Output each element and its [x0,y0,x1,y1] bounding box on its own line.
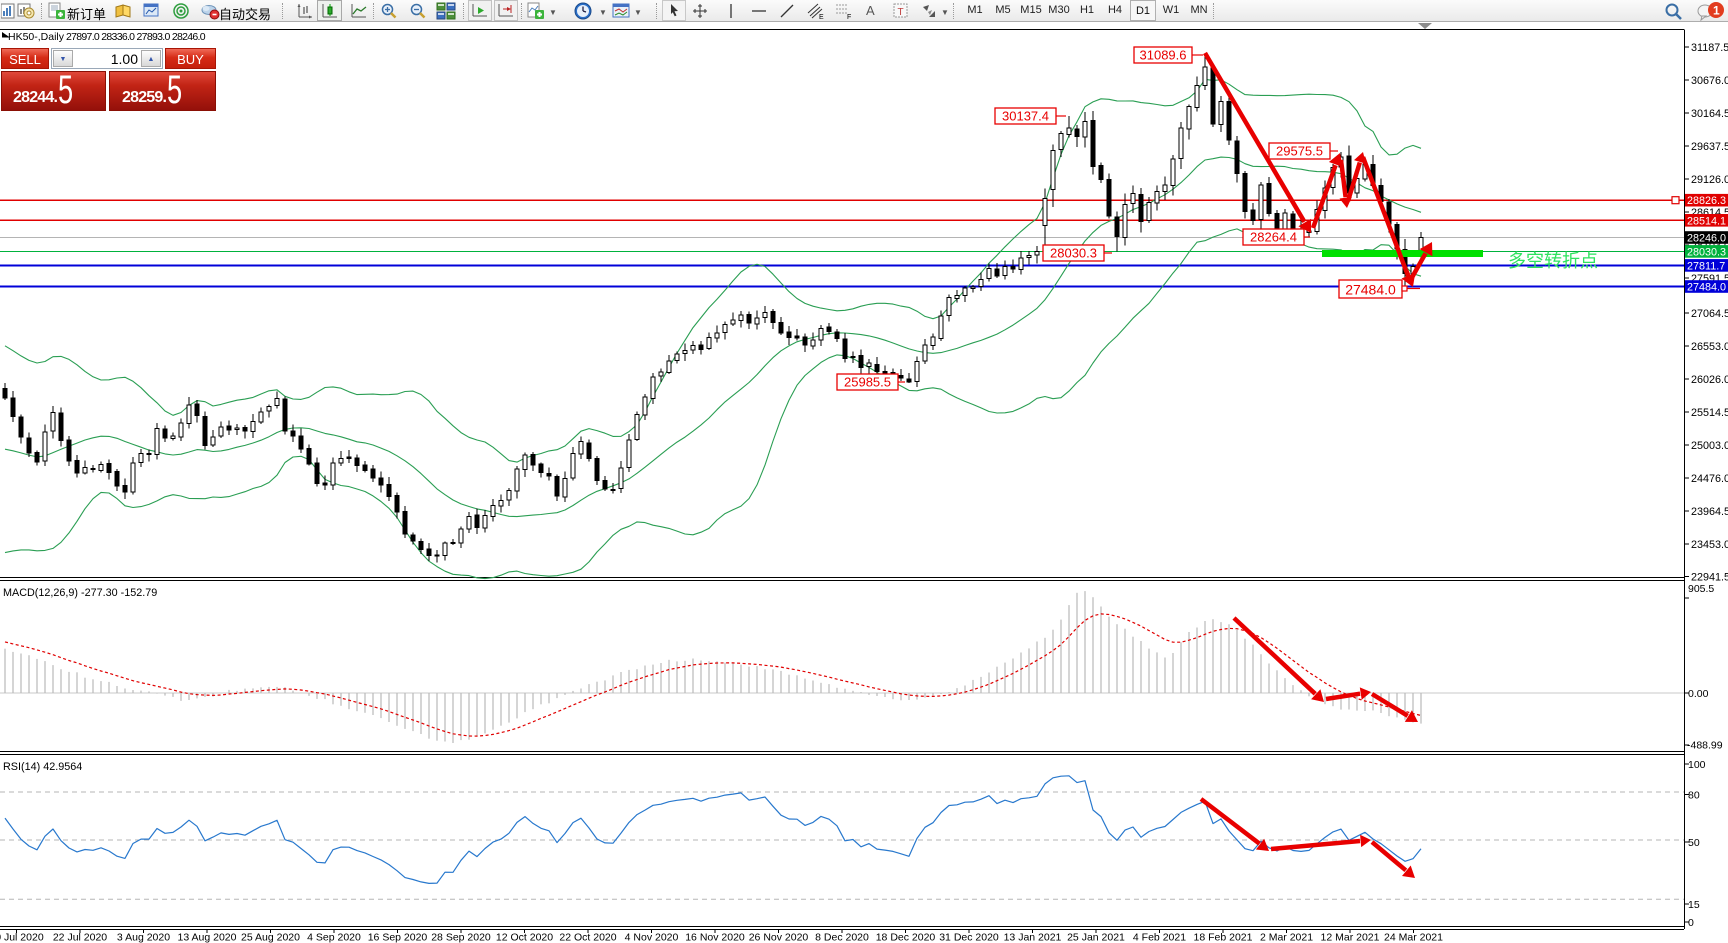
svg-text:13 Jan 2021: 13 Jan 2021 [1004,932,1062,943]
svg-text:24 Mar 2021: 24 Mar 2021 [1384,932,1443,943]
svg-text:28246.0: 28246.0 [1687,233,1726,245]
svg-text:25003.0: 25003.0 [1691,440,1728,452]
svg-text:4 Nov 2020: 4 Nov 2020 [625,932,679,943]
svg-text:31 Dec 2020: 31 Dec 2020 [939,932,999,943]
svg-text:RSI(14) 42.9564: RSI(14) 42.9564 [3,761,82,773]
svg-text:28030.3: 28030.3 [1687,246,1726,258]
svg-text:30676.0: 30676.0 [1691,75,1728,87]
svg-text:12 Mar 2021: 12 Mar 2021 [1321,932,1380,943]
svg-text:25985.5: 25985.5 [844,375,891,390]
svg-text:25514.5: 25514.5 [1691,407,1728,419]
svg-text:100: 100 [1688,759,1706,771]
svg-text:22 Oct 2020: 22 Oct 2020 [559,932,616,943]
svg-text:MACD(12,26,9) -277.30 -152.79: MACD(12,26,9) -277.30 -152.79 [3,587,157,599]
svg-text:28 Sep 2020: 28 Sep 2020 [431,932,491,943]
svg-text:18 Feb 2021: 18 Feb 2021 [1194,932,1253,943]
svg-text:31187.5: 31187.5 [1691,42,1728,54]
svg-text:0.00: 0.00 [1688,688,1709,700]
svg-text:2 Mar 2021: 2 Mar 2021 [1260,932,1313,943]
svg-text:18 Dec 2020: 18 Dec 2020 [876,932,936,943]
svg-text:26026.0: 26026.0 [1691,374,1728,386]
svg-text:30137.4: 30137.4 [1002,109,1049,124]
svg-text:13 Aug 2020: 13 Aug 2020 [178,932,237,943]
svg-text:0: 0 [1688,917,1694,929]
svg-text:3 Aug 2020: 3 Aug 2020 [117,932,170,943]
svg-text:27484.0: 27484.0 [1687,282,1726,294]
svg-text:27897.0 28336.0 27893.0 28246.: 27897.0 28336.0 27893.0 28246.0 [66,31,206,43]
svg-text:12 Oct 2020: 12 Oct 2020 [496,932,553,943]
svg-text:22941.5: 22941.5 [1691,571,1728,583]
svg-text:27484.0: 27484.0 [1345,282,1396,298]
svg-text:30164.5: 30164.5 [1691,108,1728,120]
svg-text:27811.7: 27811.7 [1687,260,1725,272]
svg-text:27064.5: 27064.5 [1691,308,1728,320]
svg-text:28514.1: 28514.1 [1687,215,1726,227]
svg-text:4 Sep 2020: 4 Sep 2020 [307,932,361,943]
svg-text:16 Sep 2020: 16 Sep 2020 [368,932,428,943]
svg-text:28826.3: 28826.3 [1687,195,1726,207]
svg-text:31089.6: 31089.6 [1140,48,1187,63]
svg-text:80: 80 [1688,789,1700,801]
svg-text:T: T [898,7,904,18]
svg-text:16 Nov 2020: 16 Nov 2020 [685,932,745,943]
svg-text:26 Nov 2020: 26 Nov 2020 [749,932,809,943]
svg-text:29126.0: 29126.0 [1691,174,1728,186]
svg-text:23964.5: 23964.5 [1691,506,1728,518]
svg-text:25 Jan 2021: 25 Jan 2021 [1067,932,1125,943]
svg-text:26553.0: 26553.0 [1691,341,1728,353]
svg-text:F: F [847,14,851,20]
svg-text:28030.3: 28030.3 [1050,246,1097,261]
svg-text:905.5: 905.5 [1688,583,1714,595]
svg-text:28264.4: 28264.4 [1250,230,1297,245]
svg-text:4 Feb 2021: 4 Feb 2021 [1133,932,1186,943]
svg-text:23453.0: 23453.0 [1691,539,1728,551]
svg-text:25 Aug 2020: 25 Aug 2020 [241,932,300,943]
svg-text:50: 50 [1688,837,1700,849]
svg-text:1: 1 [1713,4,1720,18]
svg-text:29575.5: 29575.5 [1276,144,1323,159]
svg-text:-488.99: -488.99 [1687,740,1723,752]
svg-text:22 Jul 2020: 22 Jul 2020 [53,932,107,943]
svg-text:10 Jul 2020: 10 Jul 2020 [0,932,44,943]
svg-text:E: E [819,14,824,20]
svg-text:多空转折点: 多空转折点 [1508,251,1598,271]
svg-text:15: 15 [1688,899,1700,911]
svg-text:8 Dec 2020: 8 Dec 2020 [815,932,869,943]
svg-text:HK50-,Daily: HK50-,Daily [8,31,65,43]
svg-text:29637.5: 29637.5 [1691,141,1728,153]
svg-text:24476.0: 24476.0 [1691,473,1728,485]
